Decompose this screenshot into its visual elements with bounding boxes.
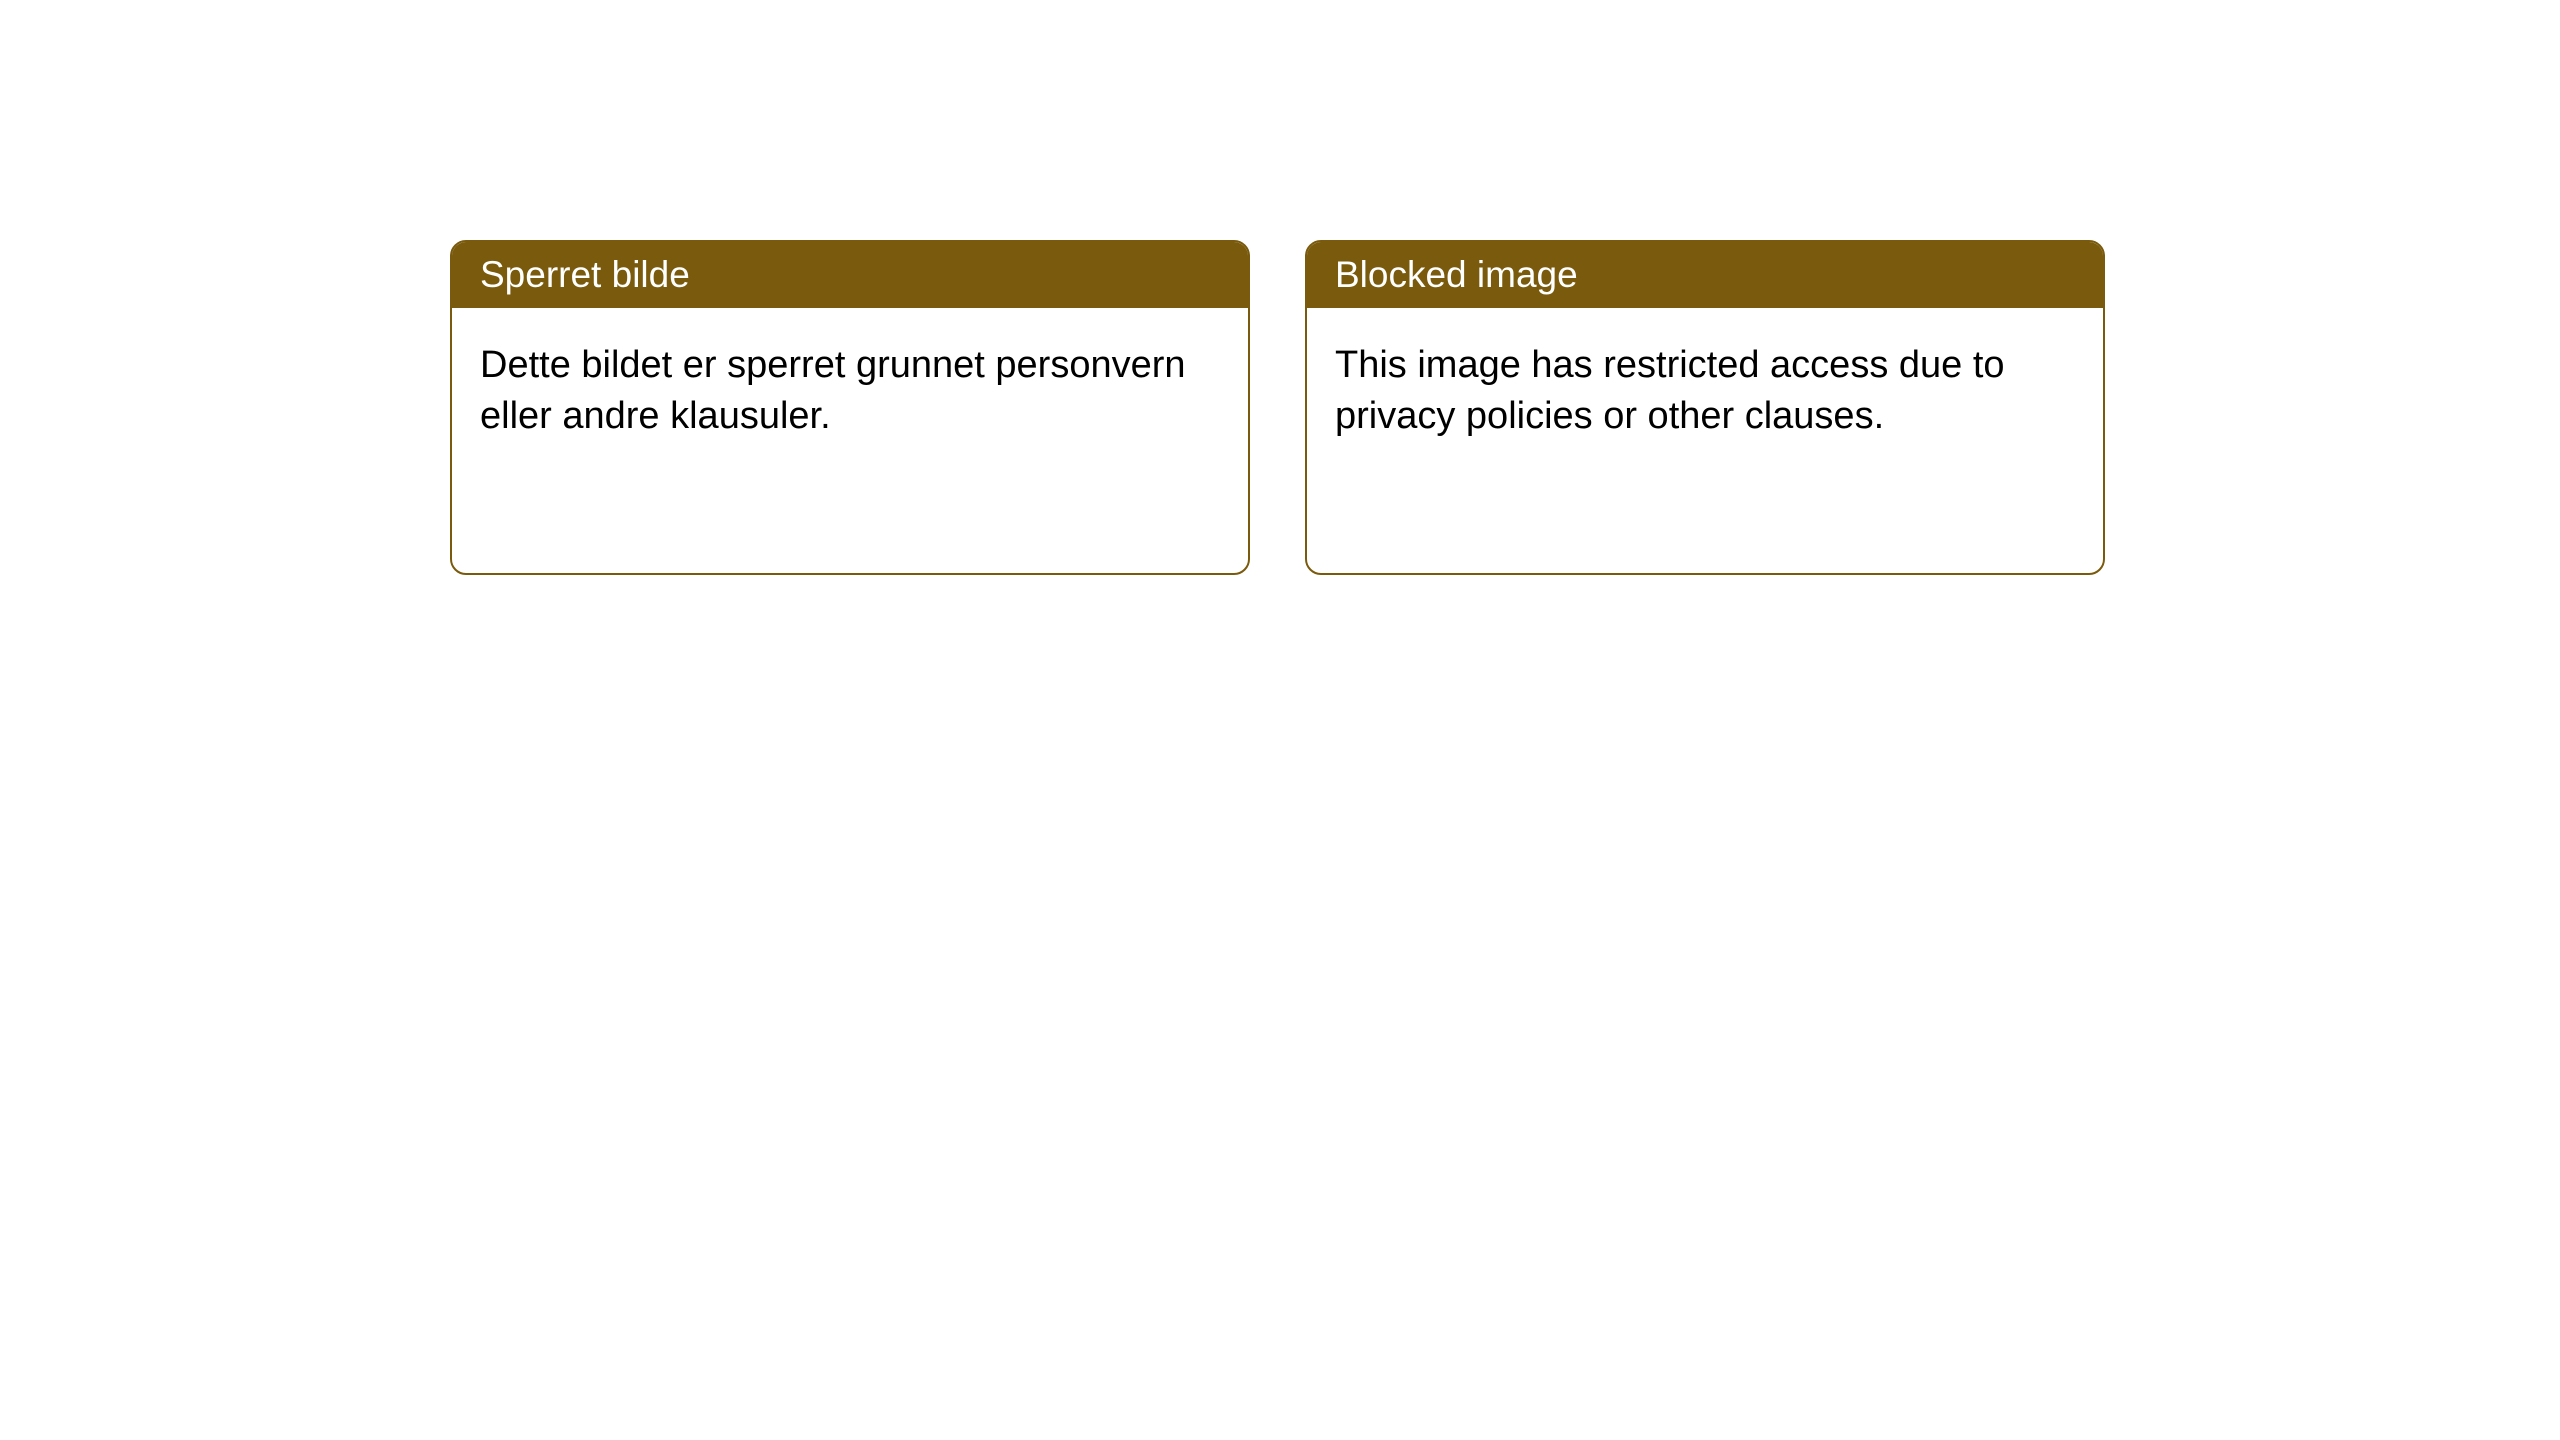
card-body-text: Dette bildet er sperret grunnet personve…	[480, 344, 1186, 437]
card-body-text: This image has restricted access due to …	[1335, 344, 2005, 437]
blocked-image-cards-container: Sperret bilde Dette bildet er sperret gr…	[450, 240, 2105, 575]
blocked-image-card-english: Blocked image This image has restricted …	[1305, 240, 2105, 575]
blocked-image-card-norwegian: Sperret bilde Dette bildet er sperret gr…	[450, 240, 1250, 575]
card-header: Sperret bilde	[452, 242, 1248, 308]
card-body: Dette bildet er sperret grunnet personve…	[452, 308, 1248, 475]
card-header: Blocked image	[1307, 242, 2103, 308]
card-title: Blocked image	[1335, 254, 1578, 295]
card-body: This image has restricted access due to …	[1307, 308, 2103, 475]
card-title: Sperret bilde	[480, 254, 690, 295]
